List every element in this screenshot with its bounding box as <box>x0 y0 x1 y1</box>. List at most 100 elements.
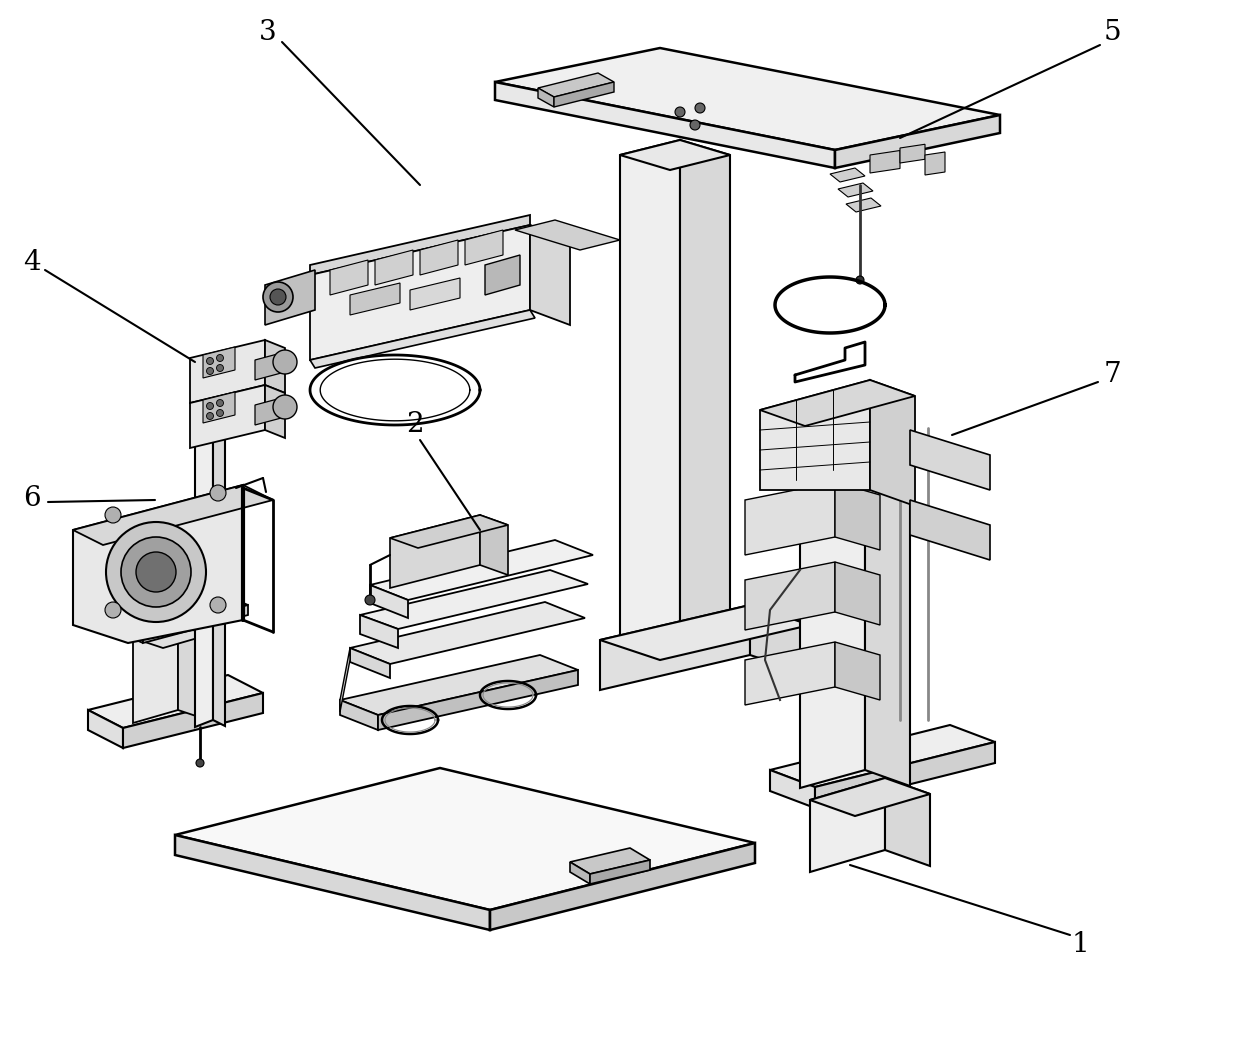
Circle shape <box>210 597 226 613</box>
Polygon shape <box>538 88 554 107</box>
Polygon shape <box>123 693 263 748</box>
Polygon shape <box>190 385 265 448</box>
Polygon shape <box>378 669 578 730</box>
Polygon shape <box>203 392 236 423</box>
Polygon shape <box>870 380 915 506</box>
Polygon shape <box>255 352 285 380</box>
Polygon shape <box>770 770 815 808</box>
Polygon shape <box>350 602 585 664</box>
Polygon shape <box>340 648 350 712</box>
Polygon shape <box>133 625 179 723</box>
Polygon shape <box>495 48 999 150</box>
Polygon shape <box>620 140 730 170</box>
Polygon shape <box>265 385 285 438</box>
Polygon shape <box>870 150 900 173</box>
Polygon shape <box>570 862 590 884</box>
Polygon shape <box>370 540 593 600</box>
Polygon shape <box>255 397 285 425</box>
Polygon shape <box>113 620 143 643</box>
Text: 6: 6 <box>24 485 41 512</box>
Polygon shape <box>570 848 650 874</box>
Polygon shape <box>360 570 588 628</box>
Polygon shape <box>838 183 873 197</box>
Text: 3: 3 <box>259 19 277 45</box>
Circle shape <box>273 350 298 374</box>
Polygon shape <box>835 115 999 168</box>
Polygon shape <box>190 341 265 403</box>
Polygon shape <box>745 562 835 630</box>
Polygon shape <box>810 778 885 872</box>
Polygon shape <box>391 515 480 588</box>
Circle shape <box>270 289 286 305</box>
Circle shape <box>122 537 191 607</box>
Circle shape <box>273 395 298 419</box>
Polygon shape <box>179 625 208 720</box>
Polygon shape <box>465 230 503 265</box>
Text: 1: 1 <box>1071 931 1089 959</box>
Polygon shape <box>203 347 236 378</box>
Circle shape <box>207 357 213 365</box>
Polygon shape <box>600 605 750 691</box>
Polygon shape <box>900 144 925 163</box>
Circle shape <box>207 403 213 410</box>
Polygon shape <box>310 310 534 368</box>
Circle shape <box>210 485 226 501</box>
Polygon shape <box>88 710 123 748</box>
Polygon shape <box>143 605 248 643</box>
Polygon shape <box>195 358 213 727</box>
Polygon shape <box>866 412 910 786</box>
Polygon shape <box>745 642 835 705</box>
Polygon shape <box>88 675 263 728</box>
Polygon shape <box>800 412 866 788</box>
Polygon shape <box>310 225 560 295</box>
Polygon shape <box>480 515 508 575</box>
Polygon shape <box>490 843 755 930</box>
Circle shape <box>207 412 213 419</box>
Circle shape <box>263 282 293 312</box>
Polygon shape <box>73 485 243 643</box>
Polygon shape <box>265 341 285 393</box>
Polygon shape <box>495 82 835 168</box>
Polygon shape <box>590 860 650 884</box>
Polygon shape <box>350 648 391 678</box>
Polygon shape <box>340 700 378 730</box>
Polygon shape <box>760 380 870 490</box>
Polygon shape <box>538 73 614 97</box>
Polygon shape <box>680 140 730 648</box>
Polygon shape <box>515 220 620 250</box>
Polygon shape <box>410 279 460 310</box>
Polygon shape <box>835 482 880 550</box>
Circle shape <box>217 354 223 362</box>
Circle shape <box>689 120 701 130</box>
Polygon shape <box>360 615 398 648</box>
Circle shape <box>105 602 122 618</box>
Polygon shape <box>310 225 529 360</box>
Polygon shape <box>485 255 520 295</box>
Polygon shape <box>815 742 994 808</box>
Polygon shape <box>554 82 614 107</box>
Polygon shape <box>133 625 208 648</box>
Polygon shape <box>835 562 880 625</box>
Polygon shape <box>370 585 408 618</box>
Text: 7: 7 <box>1104 362 1121 389</box>
Text: 2: 2 <box>407 412 424 438</box>
Polygon shape <box>529 225 570 325</box>
Circle shape <box>105 522 206 622</box>
Circle shape <box>217 365 223 371</box>
Polygon shape <box>810 778 930 816</box>
Polygon shape <box>925 152 945 176</box>
Circle shape <box>856 276 864 284</box>
Polygon shape <box>391 515 508 548</box>
Circle shape <box>694 103 706 114</box>
Polygon shape <box>420 240 458 275</box>
Polygon shape <box>835 642 880 700</box>
Polygon shape <box>265 270 315 325</box>
Circle shape <box>105 507 122 523</box>
Circle shape <box>365 595 374 605</box>
Polygon shape <box>600 605 810 660</box>
Circle shape <box>675 107 684 117</box>
Circle shape <box>136 552 176 592</box>
Circle shape <box>217 410 223 416</box>
Polygon shape <box>745 482 835 555</box>
Polygon shape <box>73 485 273 545</box>
